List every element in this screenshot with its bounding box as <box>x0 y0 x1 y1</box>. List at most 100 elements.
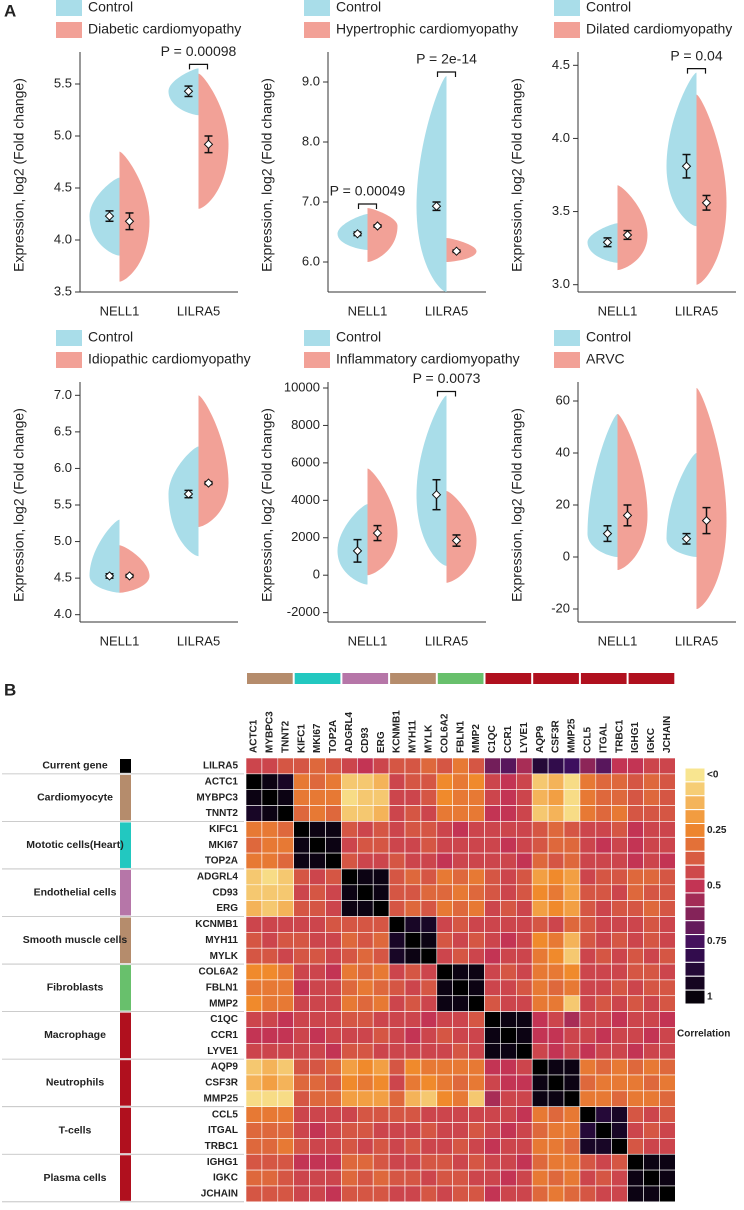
significance-bracket <box>436 71 457 77</box>
heatmap-cell <box>563 757 581 775</box>
violin-half <box>119 545 150 593</box>
heatmap-cell <box>293 995 310 1012</box>
heatmap-cell <box>325 995 342 1012</box>
row-label: COL6A2 <box>199 967 239 978</box>
heatmap-cell <box>325 836 342 854</box>
group-side-bar <box>120 1012 131 1059</box>
heatmap-cell <box>388 932 406 949</box>
heatmap-cell <box>388 852 406 870</box>
heatmap-cell <box>436 1058 453 1076</box>
heatmap-cell <box>468 1122 485 1139</box>
heatmap-cell <box>611 1169 628 1187</box>
heatmap-cell <box>500 1122 517 1139</box>
y-tick-label: 2000 <box>291 529 320 544</box>
heatmap-cell <box>595 1185 612 1203</box>
row-label: ITGAL <box>208 1125 238 1136</box>
heatmap-cell <box>293 900 310 917</box>
heatmap-cell <box>261 1011 279 1028</box>
group-color-bar <box>533 673 579 684</box>
heatmap-cell <box>388 963 406 981</box>
heatmap-cell <box>404 789 422 806</box>
heatmap-cell <box>484 868 501 886</box>
heatmap-cell <box>627 1106 644 1123</box>
group-side-bar <box>120 965 131 1011</box>
heatmap-cell <box>595 1153 612 1171</box>
colorbar-block <box>684 961 706 977</box>
heatmap-cell <box>547 947 565 965</box>
heatmap-cell <box>293 852 310 870</box>
x-tick-label: LILRA5 <box>675 303 718 318</box>
heatmap-cell <box>245 1011 263 1028</box>
group-color-bar <box>628 673 675 684</box>
y-axis-label: Expression, log2 (Fold change) <box>509 408 525 602</box>
heatmap-cell <box>420 1074 438 1092</box>
heatmap-cell <box>515 805 533 822</box>
heatmap-cell <box>436 963 453 981</box>
heatmap-cell <box>404 836 422 854</box>
heatmap-cell <box>309 852 326 870</box>
heatmap-cell <box>611 852 628 870</box>
heatmap-cell <box>341 963 358 981</box>
heatmap-cell <box>627 773 644 790</box>
heatmap-cell <box>579 852 597 870</box>
heatmap-cell <box>293 757 310 775</box>
heatmap-cell <box>341 916 358 933</box>
heatmap-cell <box>293 821 310 838</box>
heatmap-cell <box>309 979 326 997</box>
p-value: P = 2e-14 <box>416 51 477 67</box>
heatmap-cell <box>277 757 294 775</box>
heatmap-cell <box>531 1074 549 1092</box>
heatmap-cell <box>547 1138 565 1155</box>
heatmap-cell <box>452 1122 469 1139</box>
heatmap-cell <box>563 1058 581 1076</box>
heatmap-cell <box>356 1138 374 1155</box>
heatmap-cell <box>515 836 533 854</box>
heatmap-cell <box>500 963 517 981</box>
heatmap-cell <box>659 1185 676 1203</box>
heatmap-cell <box>293 916 310 933</box>
heatmap-cell <box>531 1138 549 1155</box>
column-label: MKI67 <box>312 723 323 753</box>
heatmap-cell <box>277 1090 294 1107</box>
heatmap-cell <box>531 836 549 854</box>
y-axis-label: Expression, log2 (Fold change) <box>509 78 525 272</box>
heatmap-cell <box>277 916 294 933</box>
heatmap-cell <box>341 995 358 1012</box>
heatmap-cell <box>388 1185 406 1203</box>
heatmap-cell <box>563 932 581 949</box>
heatmap-cell <box>563 805 581 822</box>
heatmap-cell <box>245 1169 263 1187</box>
heatmap-cell <box>404 995 422 1012</box>
heatmap-cell <box>309 1043 326 1060</box>
heatmap-cell <box>659 1058 676 1076</box>
mean-point <box>602 528 613 539</box>
y-tick-label: 3.0 <box>552 276 570 291</box>
column-label: MYH11 <box>408 720 419 753</box>
row-label: ACTC1 <box>205 776 239 787</box>
legend-swatch <box>554 330 580 346</box>
row-label: ADGRL4 <box>197 872 239 883</box>
heatmap-cell <box>420 1090 438 1107</box>
heatmap-cell <box>420 1027 438 1044</box>
colorbar-block <box>684 864 706 880</box>
heatmap-cell <box>452 1011 469 1028</box>
heatmap-cell <box>372 1027 390 1044</box>
heatmap-cell <box>563 1122 581 1139</box>
heatmap-cell <box>547 979 565 997</box>
violin-half <box>446 490 477 583</box>
mean-point <box>124 571 135 581</box>
heatmap-cell <box>595 1138 612 1155</box>
heatmap-cell <box>436 805 453 822</box>
heatmap-cell <box>309 1153 326 1171</box>
heatmap-cell <box>547 868 565 886</box>
heatmap-cell <box>436 789 453 806</box>
column-label: IGKC <box>646 728 657 753</box>
heatmap-cell <box>436 995 453 1012</box>
heatmap-cell <box>293 1185 310 1203</box>
significance-bracket <box>686 68 707 74</box>
heatmap-cell <box>515 963 533 981</box>
heatmap-cell <box>309 1011 326 1028</box>
heatmap-cell <box>277 1169 294 1187</box>
column-label: MYLK <box>423 724 434 753</box>
heatmap-cell <box>659 1027 676 1044</box>
